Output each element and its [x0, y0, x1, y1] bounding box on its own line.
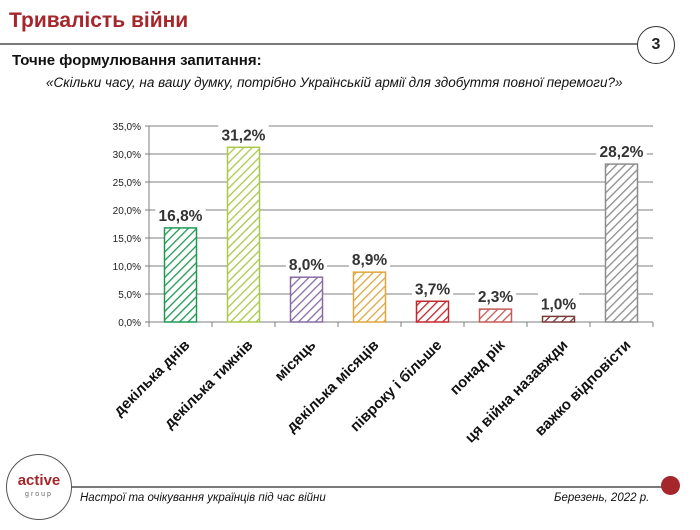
data-label-bg	[411, 278, 454, 299]
footer-dot	[661, 476, 680, 495]
title-divider	[0, 43, 660, 45]
y-tick-label: 10,0%	[113, 262, 141, 273]
bar-3	[352, 271, 387, 323]
bar-7	[604, 163, 639, 323]
data-label: 31,2%	[222, 127, 266, 144]
logo-subtext: group	[25, 491, 53, 498]
data-label: 3,7%	[415, 281, 451, 298]
data-label-bg	[348, 249, 391, 270]
y-tick-label: 35,0%	[113, 122, 141, 133]
data-label-bg	[218, 124, 269, 145]
y-tick-label: 5,0%	[118, 290, 141, 301]
page-title: Тривалість війни	[9, 9, 189, 32]
data-label-bg	[537, 293, 580, 314]
page-number-badge: 3	[637, 26, 675, 64]
data-label-bg	[155, 204, 206, 225]
bar-2	[289, 276, 324, 323]
category-label: понад рік	[447, 336, 509, 398]
data-label-bg	[285, 254, 328, 275]
survey-name: Настрої та очікування українців під час …	[80, 492, 326, 504]
data-label: 8,0%	[289, 257, 325, 274]
category-label: місяць	[271, 337, 319, 385]
footer-divider	[70, 486, 670, 488]
bar-4	[415, 300, 450, 323]
data-label: 16,8%	[159, 208, 203, 225]
bar-5	[478, 308, 513, 323]
active-group-logo: active group	[6, 454, 72, 520]
y-tick-label: 0,0%	[118, 318, 141, 329]
data-label-bg	[596, 141, 647, 162]
data-label: 2,3%	[478, 289, 514, 306]
logo-text: active	[17, 472, 61, 489]
y-tick-label: 20,0%	[113, 206, 141, 217]
y-tick-label: 25,0%	[113, 178, 141, 189]
data-label-bg	[474, 286, 517, 307]
data-label: 1,0%	[541, 296, 577, 313]
question-label: Точне формулювання запитання:	[12, 52, 262, 69]
bar-chart: 0,0% 5,0% 10,0% 15,0% 20,0% 25,0% 30,0% 35,0% 16…	[110, 122, 654, 447]
bar-1	[226, 146, 261, 323]
y-tick-label: 15,0%	[113, 234, 141, 245]
bar-0	[163, 227, 198, 323]
data-label: 28,2%	[600, 144, 644, 161]
y-tick-label: 30,0%	[113, 150, 141, 161]
bar-6	[541, 315, 576, 323]
question-text: «Скільки часу, на вашу думку, потрібно У…	[46, 75, 623, 90]
category-label: ця війна назавжди	[462, 337, 572, 447]
survey-date: Березень, 2022 р.	[554, 492, 650, 504]
data-label: 8,9%	[352, 252, 388, 269]
